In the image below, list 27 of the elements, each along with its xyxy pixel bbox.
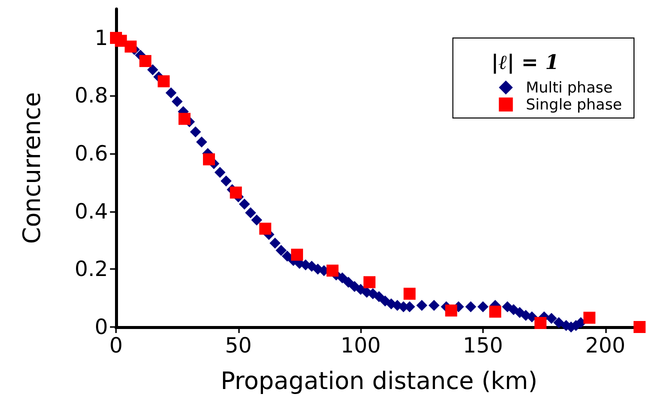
point — [404, 288, 416, 300]
x-tick-label: 150 — [462, 334, 504, 358]
x-tick-label: 200 — [585, 334, 626, 358]
point — [326, 264, 339, 277]
y-axis-title: Concurrence — [18, 92, 46, 244]
x-axis-title: Propagation distance (km) — [220, 367, 538, 395]
y-tick-label: 0 — [94, 315, 108, 339]
x-tick-label: 100 — [340, 334, 381, 358]
point — [230, 186, 242, 199]
legend-title: |ℓ| = 1 — [491, 50, 560, 74]
point — [534, 316, 546, 329]
y-tick-label: 1 — [94, 26, 108, 50]
y-tick-label: 0.2 — [74, 257, 108, 282]
point — [139, 55, 152, 68]
legend-label: Multi phase — [526, 78, 613, 96]
y-tick-label: 0.4 — [74, 199, 108, 224]
legend-label: Single phase — [526, 96, 622, 114]
y-tick-label: 0.6 — [74, 142, 108, 166]
y-tick-label: 0.8 — [74, 84, 108, 108]
point — [634, 321, 646, 333]
x-tick-label: 50 — [224, 334, 252, 358]
point — [445, 304, 458, 317]
point — [291, 248, 304, 261]
point — [363, 276, 376, 288]
x-tick-label: 0 — [109, 334, 123, 358]
point — [583, 312, 596, 324]
point — [124, 40, 137, 53]
